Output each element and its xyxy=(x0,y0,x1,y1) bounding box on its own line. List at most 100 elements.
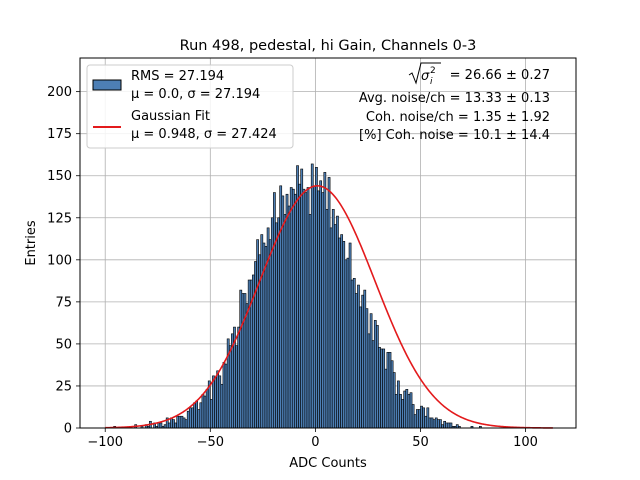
histogram-bar xyxy=(245,303,249,429)
y-tick-label: 125 xyxy=(47,211,72,226)
histogram-bar xyxy=(367,333,371,429)
histogram-bar xyxy=(296,165,299,429)
histogram-bar xyxy=(378,346,381,429)
histogram-bar xyxy=(281,195,285,429)
x-tick-label: 100 xyxy=(513,435,538,450)
histogram-bar xyxy=(157,422,161,429)
histogram-bar xyxy=(445,422,449,429)
annotation-avg-noise: Avg. noise/ch = 13.33 ± 0.13 xyxy=(359,91,550,106)
histogram-bar xyxy=(352,278,356,429)
histogram-bar xyxy=(315,167,318,429)
histogram-bar xyxy=(159,422,163,429)
histogram-bar xyxy=(306,187,310,429)
histogram-bar xyxy=(212,375,215,429)
histogram-bar xyxy=(178,415,182,429)
y-tick-label: 0 xyxy=(64,422,72,437)
plot-frame xyxy=(79,57,577,429)
histogram-bar xyxy=(325,209,329,429)
histogram-bar xyxy=(247,279,251,429)
histogram-bar xyxy=(268,239,272,429)
histogram-bar xyxy=(428,417,432,429)
histogram-bar xyxy=(430,417,434,429)
histogram-bar xyxy=(184,419,188,429)
histogram-bar xyxy=(216,370,220,429)
histogram-bar xyxy=(323,172,327,429)
annotation-coh-noise: Coh. noise/ch = 1.35 ± 1.92 xyxy=(366,110,550,125)
histogram-bar xyxy=(373,320,377,429)
histogram-bar xyxy=(170,417,173,429)
y-axis-label: Entries xyxy=(24,220,39,266)
histogram-bar xyxy=(422,407,425,429)
histogram-bar xyxy=(369,313,373,429)
histogram-bar xyxy=(224,363,228,429)
legend: RMS = 27.194 μ = 0.0, σ = 27.194 Gaussia… xyxy=(86,64,294,149)
histogram-bar xyxy=(331,209,335,429)
y-tick-label: 50 xyxy=(55,337,72,352)
legend-box xyxy=(86,64,294,149)
histogram-bar xyxy=(275,222,278,429)
x-tick-label: −50 xyxy=(197,435,224,450)
histogram-bar xyxy=(394,394,398,429)
histogram-bar xyxy=(214,377,217,429)
x-axis-ticks: −100 −50 0 50 100 xyxy=(87,428,538,450)
histogram-bar xyxy=(344,259,348,429)
histogram-bar xyxy=(439,419,442,429)
histogram-bar xyxy=(264,246,268,429)
histogram-bar xyxy=(291,188,295,429)
x-tick-label: 0 xyxy=(311,435,319,450)
histogram-bar xyxy=(361,294,365,429)
svg-text:i: i xyxy=(430,77,433,87)
histogram-bar xyxy=(197,409,201,429)
histogram-bar xyxy=(409,392,413,429)
x-axis-label: ADC Counts xyxy=(289,456,367,471)
histogram-bar xyxy=(321,192,325,429)
histogram-bar xyxy=(338,237,341,429)
histogram-bar xyxy=(390,360,394,429)
histogram-bar xyxy=(432,419,436,429)
histogram-bar xyxy=(397,380,400,429)
histogram-bar xyxy=(336,215,339,429)
annotation-coh-noise-percent: [%] Coh. noise = 10.1 ± 14.4 xyxy=(359,128,550,143)
histogram-bar xyxy=(392,372,396,429)
histogram-bar xyxy=(294,193,297,429)
histogram-bar xyxy=(327,177,331,429)
sigma-sqrt-symbol: σ 2 i xyxy=(408,62,441,87)
histogram-bar xyxy=(376,325,379,429)
histogram-bar xyxy=(174,422,177,429)
histogram-bar xyxy=(380,348,383,429)
histogram-bar xyxy=(191,407,194,429)
histogram-bar xyxy=(348,242,352,429)
histogram-bar xyxy=(424,415,428,429)
histogram-bar xyxy=(167,422,171,429)
y-tick-label: 25 xyxy=(55,379,72,394)
histogram-bar xyxy=(413,414,417,429)
histogram-bar xyxy=(287,205,291,429)
histogram-bar xyxy=(441,424,444,429)
histogram-bar xyxy=(334,224,337,429)
histogram-bar xyxy=(319,180,322,429)
histogram-bar xyxy=(310,163,314,429)
histogram-bar xyxy=(403,390,407,429)
svg-text:2: 2 xyxy=(430,66,436,76)
histogram-bar xyxy=(308,214,312,429)
histogram-bar xyxy=(241,293,245,429)
histogram-bar xyxy=(359,306,362,429)
legend-fit-label: Gaussian Fit xyxy=(131,109,210,124)
histogram-bar xyxy=(426,407,430,429)
histogram-bar xyxy=(300,168,304,429)
histogram-bar xyxy=(405,389,409,429)
histogram-bar xyxy=(239,289,243,429)
histogram-bar xyxy=(205,389,209,429)
y-tick-label: 100 xyxy=(47,253,72,268)
histogram-bar xyxy=(201,394,205,429)
histogram-bar xyxy=(279,185,283,429)
histogram-bar xyxy=(182,417,186,429)
histogram-bar xyxy=(355,293,358,429)
histogram-bar xyxy=(436,419,440,429)
histogram-bar xyxy=(399,394,402,429)
histogram-bar xyxy=(186,410,190,429)
gaussian-fit-curve xyxy=(105,185,553,429)
histogram-bar xyxy=(195,400,198,429)
histogram-bar xyxy=(382,348,386,429)
y-tick-label: 150 xyxy=(47,169,72,184)
